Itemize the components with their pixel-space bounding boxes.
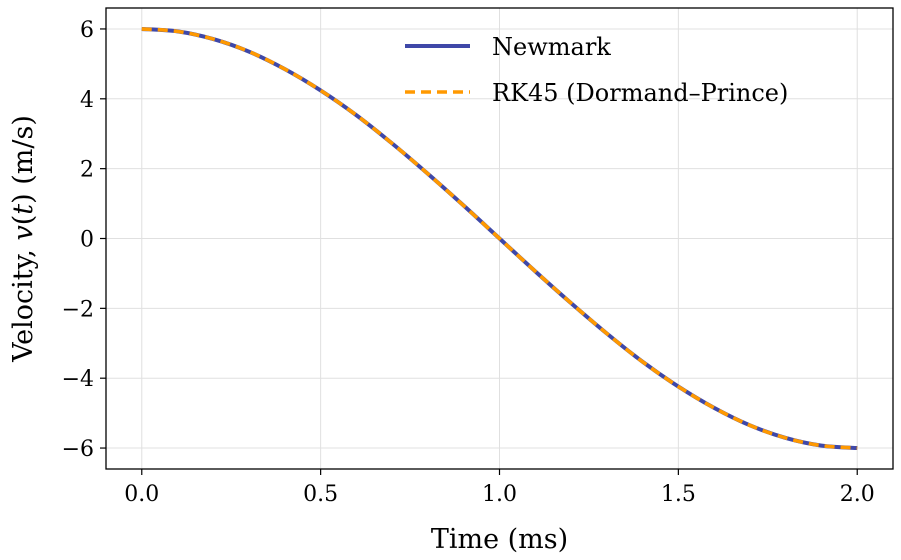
x-tick-label: 1.5	[661, 482, 696, 507]
legend-label-rk45: RK45 (Dormand–Prince)	[492, 79, 788, 107]
y-label-arg: t	[8, 204, 39, 215]
y-label-paren-close: )	[8, 193, 39, 204]
y-tick-label: 6	[80, 18, 94, 43]
y-tick-label: 2	[80, 158, 94, 183]
x-tick-label: 0.0	[124, 482, 159, 507]
x-tick-label: 0.5	[303, 482, 338, 507]
y-tick-label: −6	[62, 437, 94, 462]
y-label-paren-open: (	[8, 215, 39, 226]
x-tick-label: 1.0	[482, 482, 517, 507]
y-tick-label: 4	[80, 88, 94, 113]
ticks: 0.0 0.5 1.0 1.5 2.0 6 4 2 0 −2 −4 −6	[62, 18, 875, 507]
y-tick-label: −2	[62, 297, 94, 322]
legend-label-newmark: Newmark	[492, 33, 611, 61]
x-axis-label: Time (ms)	[431, 524, 568, 555]
y-tick-label: 0	[80, 228, 94, 253]
series-layer	[141, 26, 858, 451]
legend: Newmark RK45 (Dormand–Prince)	[405, 33, 788, 107]
series-line-rk45	[141, 27, 858, 450]
y-label-unit: (m/s)	[8, 115, 39, 193]
y-label-prefix: Velocity,	[8, 241, 39, 363]
y-axis-label: Velocity, v(t) (m/s)	[8, 115, 39, 363]
y-label-func: v	[8, 225, 39, 240]
x-tick-label: 2.0	[840, 482, 875, 507]
y-tick-label: −4	[62, 367, 94, 392]
